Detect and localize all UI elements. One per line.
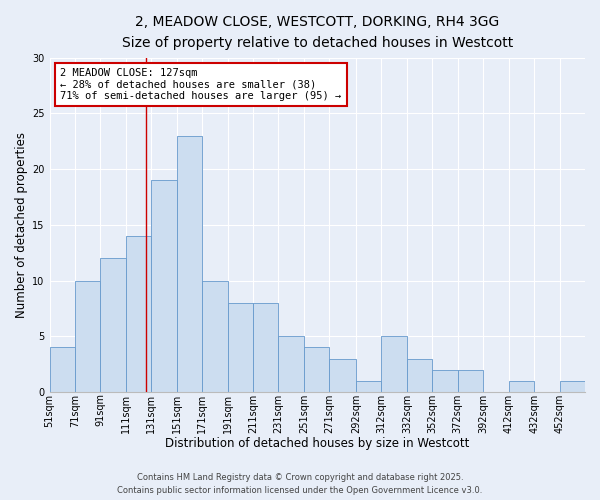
- Title: 2, MEADOW CLOSE, WESTCOTT, DORKING, RH4 3GG
Size of property relative to detache: 2, MEADOW CLOSE, WESTCOTT, DORKING, RH4 …: [122, 15, 513, 50]
- Text: 2 MEADOW CLOSE: 127sqm
← 28% of detached houses are smaller (38)
71% of semi-det: 2 MEADOW CLOSE: 127sqm ← 28% of detached…: [60, 68, 341, 101]
- Bar: [253, 303, 278, 392]
- Bar: [407, 358, 433, 392]
- Bar: [278, 336, 304, 392]
- Bar: [382, 336, 407, 392]
- Bar: [329, 358, 356, 392]
- Bar: [458, 370, 483, 392]
- Y-axis label: Number of detached properties: Number of detached properties: [15, 132, 28, 318]
- Bar: [304, 348, 329, 392]
- Bar: [202, 280, 227, 392]
- Bar: [227, 303, 253, 392]
- Bar: [126, 236, 151, 392]
- Bar: [100, 258, 126, 392]
- Text: Contains HM Land Registry data © Crown copyright and database right 2025.
Contai: Contains HM Land Registry data © Crown c…: [118, 474, 482, 495]
- Bar: [433, 370, 458, 392]
- Bar: [560, 381, 585, 392]
- Bar: [75, 280, 100, 392]
- Bar: [356, 381, 382, 392]
- Bar: [151, 180, 177, 392]
- Bar: [50, 348, 75, 392]
- Bar: [509, 381, 534, 392]
- X-axis label: Distribution of detached houses by size in Westcott: Distribution of detached houses by size …: [165, 437, 469, 450]
- Bar: [177, 136, 202, 392]
